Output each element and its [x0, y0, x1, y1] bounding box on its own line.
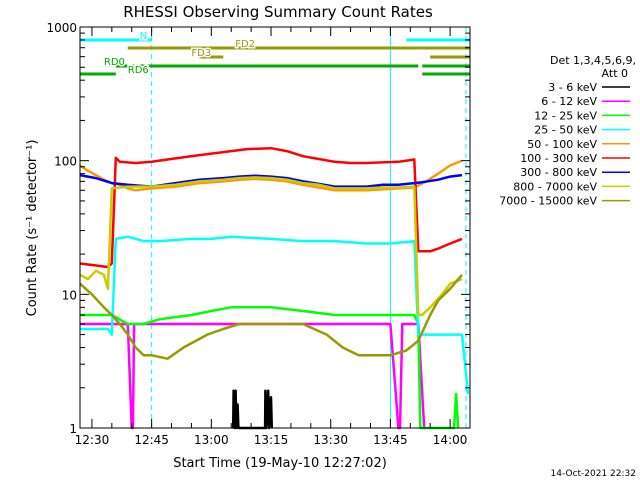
flag-label-rd6: RD6: [128, 65, 149, 76]
y-tick-label: 10: [62, 288, 77, 302]
y-tick-label: 1000: [46, 21, 77, 35]
x-tick-label: 12:45: [134, 433, 169, 447]
flag-label-n: N: [140, 31, 147, 42]
legend-label-2: 12 - 25 keV: [534, 109, 597, 122]
series-line-7: [79, 176, 463, 317]
legend-label-1: 6 - 12 keV: [541, 95, 597, 108]
flag-label-fd2: FD2: [235, 39, 255, 50]
legend-label-3: 25 - 50 keV: [534, 124, 597, 137]
footer-timestamp: 14-Oct-2021 22:32: [551, 469, 636, 479]
vertical-marker-lines: [79, 27, 467, 428]
legend-header-line: Det 1,3,4,5,6,9,: [550, 54, 636, 67]
x-tick-label: 13:30: [313, 433, 348, 447]
chart-title: RHESSI Observing Summary Count Rates: [123, 3, 433, 21]
x-tick-label: 13:45: [373, 433, 408, 447]
x-axis-label: Start Time (19-May-10 12:27:02): [173, 456, 387, 471]
plot-frame: [79, 26, 471, 429]
legend-label-6: 300 - 800 keV: [520, 166, 597, 179]
legend-label-8: 7000 - 15000 keV: [499, 195, 597, 208]
legend-label-4: 50 - 100 keV: [527, 138, 597, 151]
series-line-5: [79, 146, 463, 269]
series-lines: [79, 146, 470, 430]
y-tick-label: 100: [54, 155, 77, 169]
series-line-0: [231, 389, 274, 430]
y-tick-label: 1: [69, 422, 77, 436]
y-axis-label: Count Rate (s⁻¹ detector⁻¹): [25, 140, 40, 317]
series-line-3: [80, 235, 470, 395]
x-tick-label: 13:15: [254, 433, 289, 447]
legend-label-5: 100 - 300 keV: [520, 152, 597, 165]
legend-label-0: 3 - 6 keV: [548, 81, 597, 94]
x-tick-label: 13:00: [194, 433, 229, 447]
axis-ticks: 1 10 100 1000 12:30 12:45 13:00 13:15 13:30 13:45…: [46, 21, 470, 447]
flag-label-fd3: FD3: [191, 48, 211, 59]
x-tick-label: 12:30: [75, 433, 110, 447]
legend-label-7: 800 - 7000 keV: [513, 180, 597, 193]
flag-label-rd0: RD0: [104, 57, 125, 68]
legend-header-line: Att 0: [602, 67, 628, 80]
x-tick-label: 14:00: [433, 433, 468, 447]
series-line-8: [79, 273, 463, 360]
